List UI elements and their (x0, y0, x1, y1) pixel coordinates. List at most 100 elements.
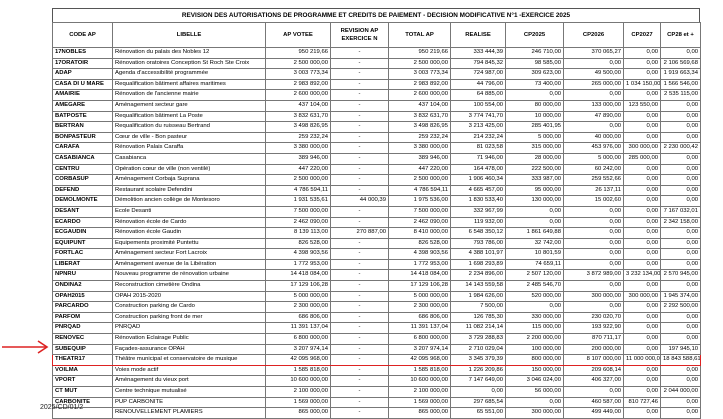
label-cell: Aménagement Corbaja Suprana (112, 174, 266, 186)
amount-cell: 330 000,00 (505, 311, 564, 324)
amount-cell: 65 551,00 (450, 407, 506, 419)
amount-cell: 950 219,66 (265, 47, 331, 59)
code-cell: ONDINA2 (52, 280, 113, 292)
amount-cell: 0,00 (623, 184, 661, 197)
amount-cell: 460 587,00 (563, 396, 624, 409)
amount-cell: 2 100 000,00 (265, 386, 331, 398)
amount-cell: 2 600 000,00 (388, 89, 451, 101)
amount-cell: 0,00 (563, 57, 624, 70)
code-cell: OPAH2015 (52, 290, 113, 303)
footer-ref: 2025/CD/01/2 (40, 404, 84, 411)
amount-cell: 0,00 (660, 152, 701, 165)
table-row: ECGAUDIN Rénovation école Gaudin 8 139 113… (52, 227, 701, 239)
amount-cell: 10 600 000,00 (388, 375, 451, 387)
amount-cell: 133 000,00 (563, 99, 624, 112)
amount-cell: 0,00 (660, 322, 701, 335)
code-cell: 17NOBLES (52, 47, 113, 59)
amount-cell: 18 843 588,61 (660, 354, 701, 366)
amount-cell: - (330, 99, 389, 112)
amount-cell: 1 945 374,00 (660, 290, 701, 303)
amount-cell: - (330, 343, 389, 356)
amount-cell: 119 932,00 (450, 216, 506, 229)
amount-cell: 259 232,24 (265, 131, 331, 144)
code-cell: 17ORATOIR (52, 57, 113, 70)
amount-cell: 0,00 (660, 110, 701, 123)
amount-cell: 1 585 818,00 (388, 364, 451, 377)
amount-cell: 2 535 115,00 (660, 89, 701, 101)
column-header: CODE AP (52, 22, 113, 48)
amount-cell: 3 380 000,00 (265, 142, 331, 154)
label-cell: Requalification bâtiment affaires mariti… (112, 78, 266, 91)
code-cell: THEATR17 (52, 354, 113, 366)
amount-cell: 2 500 000,00 (265, 174, 331, 186)
amount-cell: - (330, 142, 389, 154)
amount-cell: - (330, 269, 389, 282)
amount-cell: 794 845,32 (450, 57, 506, 70)
amount-cell: 44 796,00 (450, 78, 506, 91)
amount-cell: 2 106 569,68 (660, 57, 701, 70)
amount-cell: 1 772 953,00 (265, 258, 331, 271)
amount-cell: 7 147 649,00 (450, 375, 506, 387)
amount-cell: 0,00 (623, 216, 661, 229)
amount-cell: 0,00 (623, 121, 661, 133)
label-cell: OPAH 2015-2020 (112, 290, 266, 303)
label-cell: Requalification bâtiment La Poste (112, 110, 266, 123)
amount-cell: 285 000,00 (623, 152, 661, 165)
amount-cell: 17 129 106,28 (265, 280, 331, 292)
amount-cell: 800 000,00 (505, 354, 564, 366)
amount-cell: 0,00 (660, 47, 701, 59)
amount-cell: 14 143 559,58 (450, 280, 506, 292)
amount-cell: 447 220,00 (265, 163, 331, 176)
amount-cell: 1 772 953,00 (388, 258, 451, 271)
table-row: SUBEQUIP Façades-assurance OPAH 3 207 974,… (52, 343, 701, 356)
amount-cell: - (330, 322, 389, 335)
amount-cell: 0,00 (660, 227, 701, 239)
amount-cell: - (330, 110, 389, 123)
amount-cell: 0,00 (563, 216, 624, 229)
table-row: ONDINA2 Reconstruction cimetière Ondina 17… (52, 280, 701, 292)
amount-cell: 3 380 000,00 (388, 142, 451, 154)
amount-cell: 270 887,00 (330, 227, 389, 239)
label-cell: Façades-assurance OPAH (112, 343, 266, 356)
amount-cell: 3 872 989,00 (563, 269, 624, 282)
amount-cell: 98 585,00 (505, 57, 564, 70)
amount-cell: - (330, 47, 389, 59)
amount-cell: 0,00 (660, 311, 701, 324)
amount-cell: 810 727,46 (623, 396, 661, 409)
amount-cell: 1 698 293,89 (450, 258, 506, 271)
table-row: CARBONITE PUP CARBONITE 1 569 000,00-1 569… (52, 396, 701, 409)
table-row: BERTRAN Requalification du ruisseau Bertr… (52, 121, 701, 133)
code-cell: BERTRAN (52, 121, 113, 133)
amount-cell: 259 552,66 (563, 174, 624, 186)
amount-cell: 0,00 (505, 89, 564, 101)
amount-cell: 197 945,10 (660, 343, 701, 356)
amount-cell: 686 806,00 (265, 311, 331, 324)
amount-cell: 300 000,00 (623, 290, 661, 303)
amount-cell: 150 000,00 (505, 364, 564, 377)
amount-cell: 950 219,66 (388, 47, 451, 59)
amount-cell: 42 095 968,00 (388, 354, 451, 366)
label-cell: Aménagement secteur Fort Lacroix (112, 248, 266, 260)
amount-cell: 437 104,00 (388, 99, 451, 112)
amount-cell: 3 003 773,34 (388, 68, 451, 80)
amount-cell: 0,00 (505, 216, 564, 229)
amount-cell: 44 000,39 (330, 195, 389, 207)
amount-cell: 7 500 000,00 (265, 205, 331, 218)
label-cell: Aménagement secteur gare (112, 99, 266, 112)
amount-cell: 100 000,00 (505, 343, 564, 356)
amount-cell: 285 401,95 (505, 121, 564, 133)
amount-cell: 15 002,60 (563, 195, 624, 207)
amount-cell: 309 623,00 (505, 68, 564, 80)
amount-cell: 0,00 (660, 237, 701, 250)
amount-cell: 40 000,00 (563, 131, 624, 144)
column-header: CP2026 (563, 22, 624, 48)
amount-cell: - (330, 407, 389, 419)
amount-cell: 2 292 500,00 (660, 301, 701, 313)
amount-cell: 0,00 (450, 386, 506, 398)
column-header: REVISION AP EXERCICE N (330, 22, 389, 48)
amount-cell: 0,00 (623, 248, 661, 260)
amount-cell: 0,00 (623, 195, 661, 207)
label-cell: Requalification du ruisseau Bertrand (112, 121, 266, 133)
amount-cell: 2 200 000,00 (505, 333, 564, 345)
label-cell: Voies mode actif (112, 364, 266, 377)
